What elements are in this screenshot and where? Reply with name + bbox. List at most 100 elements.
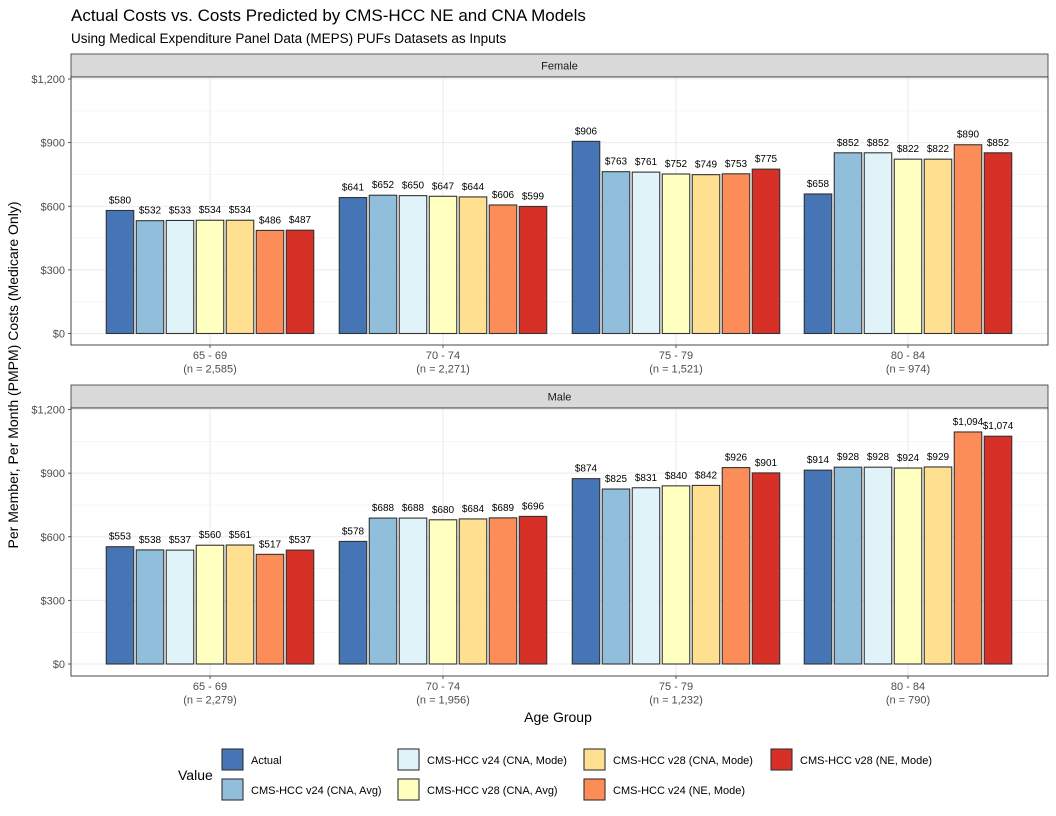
data-label: $890	[957, 130, 980, 141]
data-label: $840	[665, 471, 688, 482]
x-tick-count: (n = 2,279)	[183, 695, 237, 707]
bar	[398, 195, 428, 335]
bar	[518, 515, 548, 665]
panel-border	[70, 76, 1049, 346]
x-tick-count: (n = 1,956)	[416, 695, 470, 707]
chart-title: Actual Costs vs. Costs Predicted by CMS-…	[71, 6, 586, 25]
bar	[691, 174, 721, 335]
data-label: $763	[605, 157, 628, 168]
bar	[285, 549, 315, 665]
data-label: $926	[725, 453, 748, 464]
data-label: $929	[927, 452, 950, 463]
bar	[751, 472, 781, 665]
data-label: $688	[372, 503, 395, 514]
data-label: $534	[199, 205, 222, 216]
data-label: $689	[492, 503, 515, 514]
data-label: $901	[755, 458, 778, 469]
x-tick-label: 70 - 74	[426, 681, 460, 693]
data-label: $537	[169, 535, 192, 546]
data-label: $533	[169, 205, 192, 216]
data-label: $606	[492, 190, 515, 201]
legend: Value Actual CMS-HCC v24 (CNA, Avg) CMS-HC…	[178, 748, 932, 801]
data-label: $688	[402, 503, 425, 514]
legend-swatch	[770, 748, 793, 771]
data-label: $852	[837, 138, 860, 149]
data-label: $537	[289, 535, 312, 546]
data-label: $644	[462, 182, 485, 193]
bar	[923, 158, 953, 335]
bar	[983, 152, 1013, 335]
data-label: $658	[807, 179, 830, 190]
bar	[428, 519, 458, 665]
bar	[255, 553, 285, 665]
data-label: $1,094	[953, 417, 984, 428]
bar	[833, 152, 863, 335]
bar	[601, 171, 631, 335]
bar	[803, 193, 833, 335]
legend-label: CMS-HCC v24 (CNA, Avg)	[251, 785, 382, 797]
bar	[225, 219, 255, 335]
bar	[398, 517, 428, 665]
data-label: $761	[635, 157, 658, 168]
bar	[105, 209, 135, 335]
legend-item: CMS-HCC v28 (CNA, Avg)	[397, 778, 558, 801]
legend-item: CMS-HCC v28 (CNA, Mode)	[583, 748, 753, 771]
data-label: $775	[755, 154, 778, 165]
bar	[458, 196, 488, 335]
x-tick-count: (n = 1,521)	[649, 364, 703, 376]
legend-swatch	[221, 778, 244, 801]
panel-female: Female $0 $300 $600 $900 $1,200 $580 $532 $533 $5…	[31, 53, 1049, 376]
bar	[488, 517, 518, 665]
bar	[983, 435, 1013, 665]
bar	[135, 220, 165, 335]
panel-border	[70, 407, 1049, 677]
x-tick-count: (n = 974)	[886, 364, 930, 376]
x-tick-label: 65 - 69	[193, 681, 227, 693]
panels-layer: Female $0 $300 $600 $900 $1,200 $580 $532 $533 $5…	[31, 53, 1049, 707]
bar	[601, 488, 631, 665]
bar	[338, 197, 368, 335]
legend-swatch	[397, 778, 420, 801]
bar	[225, 544, 255, 665]
data-label: $650	[402, 181, 425, 192]
bar	[721, 173, 751, 335]
data-label: $753	[725, 159, 748, 170]
bar	[661, 173, 691, 335]
legend-swatch	[583, 748, 606, 771]
bar	[803, 469, 833, 665]
data-label: $842	[695, 470, 718, 481]
data-label: $831	[635, 473, 658, 484]
bar	[165, 219, 195, 335]
legend-item: CMS-HCC v24 (CNA, Mode)	[397, 748, 567, 771]
bar	[195, 219, 225, 335]
y-tick-label: $600	[41, 201, 65, 213]
data-label: $874	[575, 464, 598, 475]
data-label: $580	[109, 195, 132, 206]
data-label: $578	[342, 526, 365, 537]
y-tick-label: $0	[53, 329, 65, 341]
data-label: $517	[259, 539, 282, 550]
data-label: $906	[575, 126, 598, 137]
legend-swatch	[583, 778, 606, 801]
x-tick-label: 75 - 79	[659, 681, 693, 693]
legend-label: CMS-HCC v28 (CNA, Mode)	[613, 755, 753, 767]
bar	[953, 431, 983, 665]
data-label: $652	[372, 180, 395, 191]
data-label: $928	[867, 452, 890, 463]
bar	[923, 466, 953, 665]
bar	[631, 487, 661, 665]
bar	[863, 466, 893, 665]
legend-item: CMS-HCC v24 (NE, Mode)	[583, 778, 745, 801]
x-tick-label: 65 - 69	[193, 350, 227, 362]
data-label: $560	[199, 530, 222, 541]
data-label: $914	[807, 455, 830, 466]
x-tick-label: 80 - 84	[891, 350, 925, 362]
legend-item: CMS-HCC v24 (CNA, Avg)	[221, 778, 382, 801]
x-tick-label: 80 - 84	[891, 681, 925, 693]
data-label: $852	[867, 138, 890, 149]
bar	[428, 195, 458, 335]
data-label: $486	[259, 215, 282, 226]
bar	[863, 152, 893, 335]
bar	[458, 518, 488, 665]
